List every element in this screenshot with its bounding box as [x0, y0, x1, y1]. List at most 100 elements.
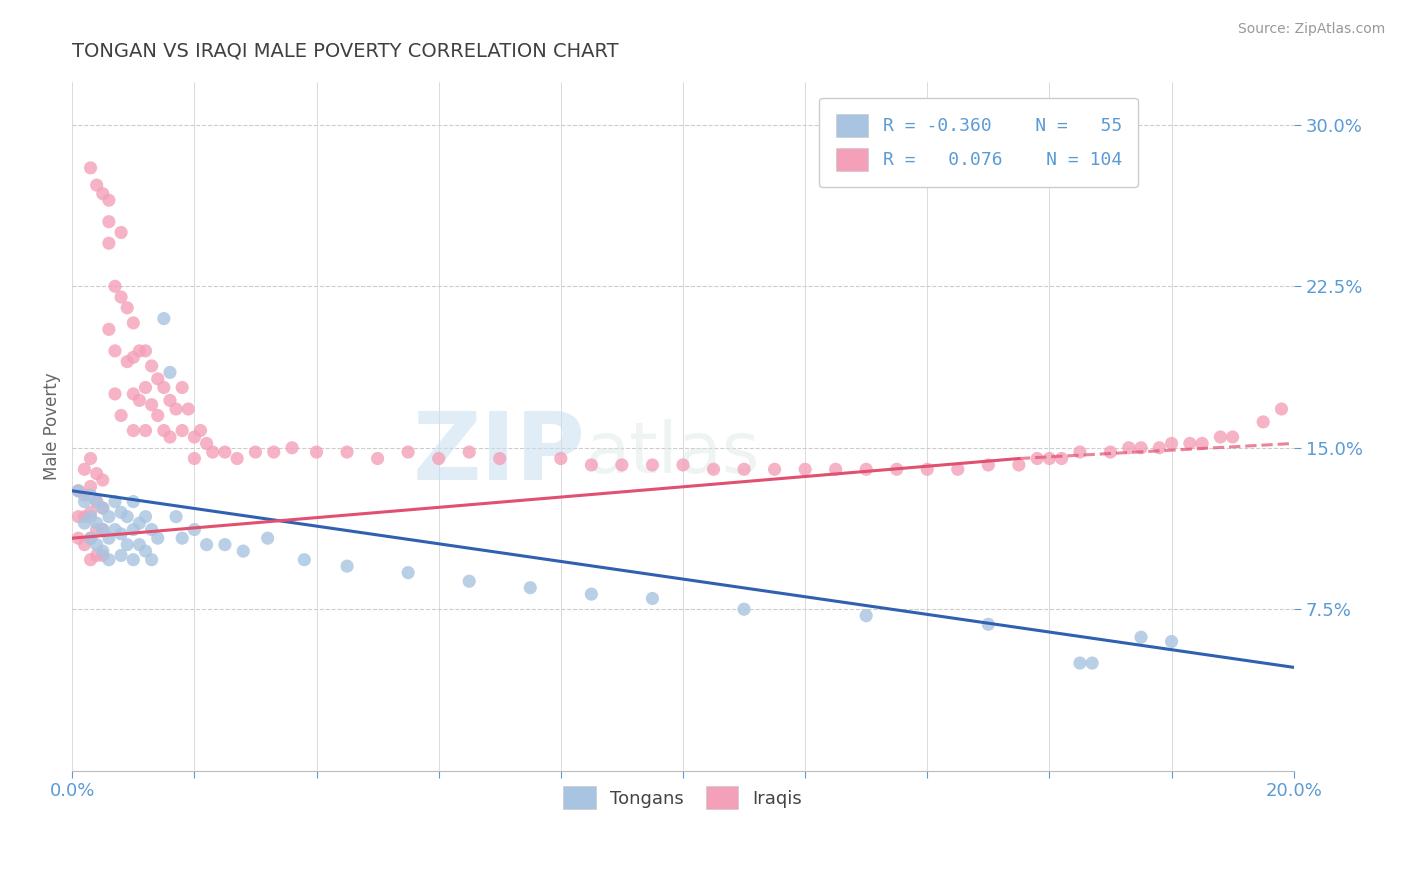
Point — [305, 445, 328, 459]
Point — [1130, 441, 1153, 455]
Point — [86, 467, 108, 481]
Point — [141, 398, 163, 412]
Text: ZIP: ZIP — [412, 408, 585, 500]
Point — [67, 531, 90, 545]
Point — [86, 178, 108, 193]
Point — [886, 462, 908, 476]
Point — [141, 523, 163, 537]
Point — [79, 552, 101, 566]
Text: TONGAN VS IRAQI MALE POVERTY CORRELATION CHART: TONGAN VS IRAQI MALE POVERTY CORRELATION… — [72, 42, 619, 61]
Point — [110, 290, 132, 304]
Point — [581, 458, 603, 472]
Point — [153, 311, 176, 326]
Point — [1118, 441, 1140, 455]
Legend: Tongans, Iraqis: Tongans, Iraqis — [548, 772, 817, 823]
Point — [91, 544, 114, 558]
Point — [104, 494, 127, 508]
Point — [610, 458, 633, 472]
Point — [153, 380, 176, 394]
Point — [73, 462, 96, 476]
Point — [110, 549, 132, 563]
Point — [97, 509, 120, 524]
Point — [458, 574, 481, 589]
Point — [86, 538, 108, 552]
Point — [122, 316, 145, 330]
Point — [232, 544, 254, 558]
Point — [1191, 436, 1213, 450]
Point — [1008, 458, 1031, 472]
Point — [79, 451, 101, 466]
Point — [97, 531, 120, 545]
Point — [122, 351, 145, 365]
Point — [177, 402, 200, 417]
Point — [519, 581, 541, 595]
Point — [336, 559, 359, 574]
Point — [79, 509, 101, 524]
Point — [134, 380, 156, 394]
Point — [977, 458, 1000, 472]
Point — [153, 424, 176, 438]
Point — [641, 591, 664, 606]
Point — [79, 488, 101, 502]
Point — [79, 505, 101, 519]
Point — [73, 488, 96, 502]
Point — [165, 509, 187, 524]
Point — [128, 516, 150, 530]
Point — [91, 186, 114, 201]
Point — [488, 451, 510, 466]
Point — [146, 531, 169, 545]
Point — [122, 424, 145, 438]
Point — [134, 424, 156, 438]
Point — [110, 226, 132, 240]
Point — [110, 505, 132, 519]
Point — [128, 538, 150, 552]
Point — [672, 458, 695, 472]
Point — [73, 509, 96, 524]
Point — [86, 516, 108, 530]
Point — [159, 393, 181, 408]
Point — [115, 301, 138, 315]
Point — [1160, 436, 1182, 450]
Point — [763, 462, 786, 476]
Point — [86, 494, 108, 508]
Point — [91, 473, 114, 487]
Point — [292, 552, 315, 566]
Point — [702, 462, 724, 476]
Point — [195, 538, 218, 552]
Point — [73, 494, 96, 508]
Point — [122, 552, 145, 566]
Point — [396, 445, 419, 459]
Point — [427, 451, 450, 466]
Point — [281, 441, 304, 455]
Point — [183, 451, 205, 466]
Point — [977, 617, 1000, 632]
Point — [134, 343, 156, 358]
Point — [115, 354, 138, 368]
Point — [172, 424, 194, 438]
Point — [146, 409, 169, 423]
Point — [946, 462, 969, 476]
Point — [1222, 430, 1244, 444]
Point — [1270, 402, 1292, 417]
Point — [134, 509, 156, 524]
Point — [97, 322, 120, 336]
Point — [104, 523, 127, 537]
Point — [128, 393, 150, 408]
Point — [91, 523, 114, 537]
Point — [122, 494, 145, 508]
Point — [581, 587, 603, 601]
Point — [86, 494, 108, 508]
Point — [91, 501, 114, 516]
Point — [159, 365, 181, 379]
Point — [855, 462, 877, 476]
Point — [550, 451, 572, 466]
Point — [1069, 445, 1091, 459]
Point — [183, 430, 205, 444]
Point — [79, 479, 101, 493]
Point — [458, 445, 481, 459]
Point — [794, 462, 817, 476]
Point — [122, 387, 145, 401]
Point — [73, 516, 96, 530]
Point — [336, 445, 359, 459]
Point — [733, 462, 755, 476]
